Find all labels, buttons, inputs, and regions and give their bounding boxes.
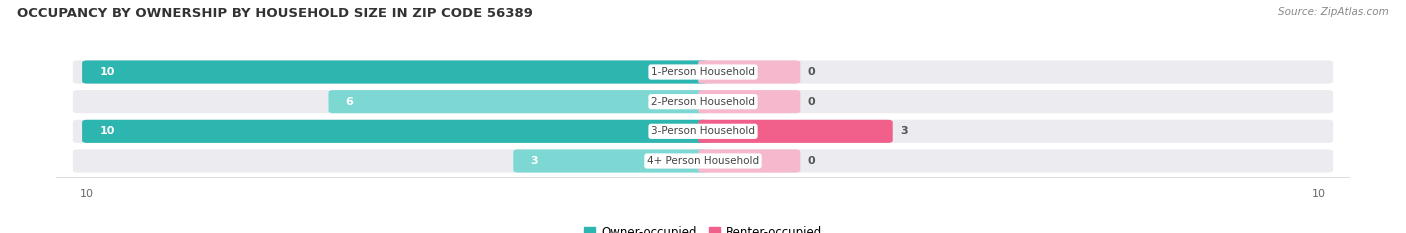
Text: 4+ Person Household: 4+ Person Household <box>647 156 759 166</box>
Text: 10: 10 <box>100 126 115 136</box>
Text: 1-Person Household: 1-Person Household <box>651 67 755 77</box>
Text: 3: 3 <box>530 156 538 166</box>
FancyBboxPatch shape <box>697 60 800 84</box>
FancyBboxPatch shape <box>73 90 1333 113</box>
Text: 2-Person Household: 2-Person Household <box>651 97 755 107</box>
FancyBboxPatch shape <box>82 120 709 143</box>
FancyBboxPatch shape <box>73 120 1333 143</box>
FancyBboxPatch shape <box>697 120 893 143</box>
FancyBboxPatch shape <box>329 90 709 113</box>
FancyBboxPatch shape <box>697 90 800 113</box>
FancyBboxPatch shape <box>73 60 1333 84</box>
Text: 10: 10 <box>100 67 115 77</box>
FancyBboxPatch shape <box>73 149 1333 173</box>
FancyBboxPatch shape <box>697 149 800 173</box>
Text: 3: 3 <box>900 126 908 136</box>
Text: 6: 6 <box>346 97 354 107</box>
Text: 0: 0 <box>807 156 815 166</box>
Text: 0: 0 <box>807 67 815 77</box>
FancyBboxPatch shape <box>82 60 709 84</box>
Legend: Owner-occupied, Renter-occupied: Owner-occupied, Renter-occupied <box>579 221 827 233</box>
FancyBboxPatch shape <box>513 149 709 173</box>
Text: 0: 0 <box>807 97 815 107</box>
Text: Source: ZipAtlas.com: Source: ZipAtlas.com <box>1278 7 1389 17</box>
Text: 3-Person Household: 3-Person Household <box>651 126 755 136</box>
Text: OCCUPANCY BY OWNERSHIP BY HOUSEHOLD SIZE IN ZIP CODE 56389: OCCUPANCY BY OWNERSHIP BY HOUSEHOLD SIZE… <box>17 7 533 20</box>
